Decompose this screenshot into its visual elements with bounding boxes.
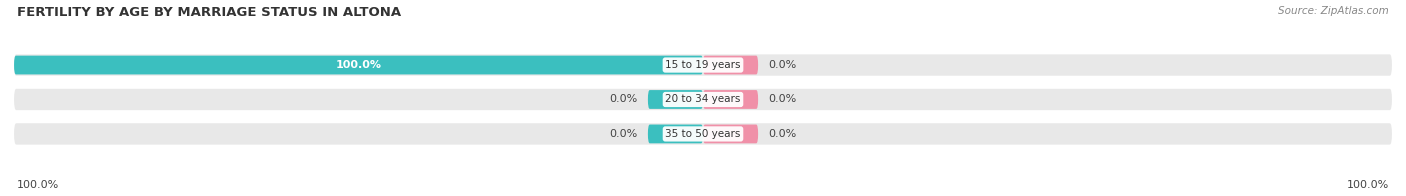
Text: 100.0%: 100.0%: [17, 180, 59, 190]
FancyBboxPatch shape: [14, 54, 1392, 76]
FancyBboxPatch shape: [648, 124, 703, 143]
Text: Source: ZipAtlas.com: Source: ZipAtlas.com: [1278, 6, 1389, 16]
Text: 0.0%: 0.0%: [769, 94, 797, 104]
Text: 0.0%: 0.0%: [609, 94, 637, 104]
Text: FERTILITY BY AGE BY MARRIAGE STATUS IN ALTONA: FERTILITY BY AGE BY MARRIAGE STATUS IN A…: [17, 6, 401, 19]
FancyBboxPatch shape: [648, 90, 703, 109]
FancyBboxPatch shape: [703, 90, 758, 109]
Text: 0.0%: 0.0%: [769, 60, 797, 70]
FancyBboxPatch shape: [703, 56, 758, 74]
Text: 100.0%: 100.0%: [1347, 180, 1389, 190]
FancyBboxPatch shape: [14, 56, 703, 74]
Text: 100.0%: 100.0%: [336, 60, 381, 70]
Text: 0.0%: 0.0%: [609, 129, 637, 139]
Text: 35 to 50 years: 35 to 50 years: [665, 129, 741, 139]
Text: 20 to 34 years: 20 to 34 years: [665, 94, 741, 104]
Text: 0.0%: 0.0%: [769, 129, 797, 139]
Text: 15 to 19 years: 15 to 19 years: [665, 60, 741, 70]
FancyBboxPatch shape: [703, 124, 758, 143]
FancyBboxPatch shape: [14, 89, 1392, 110]
FancyBboxPatch shape: [14, 123, 1392, 145]
